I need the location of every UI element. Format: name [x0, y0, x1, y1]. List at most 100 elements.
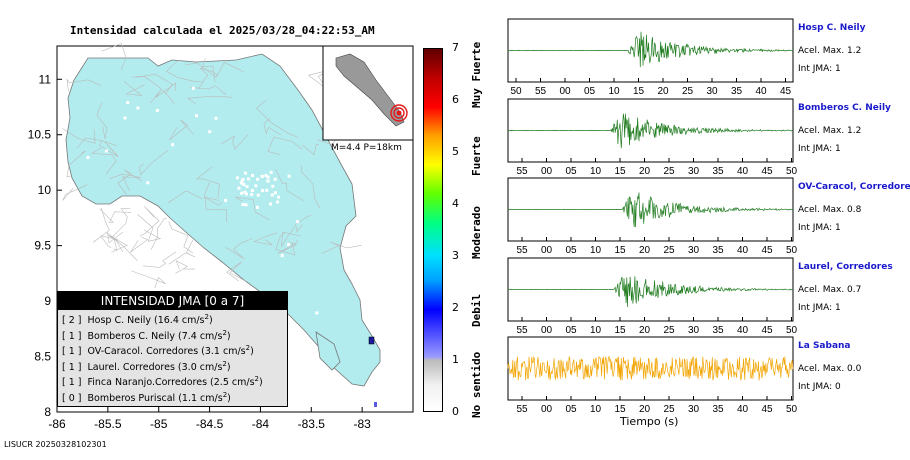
map-x-axis: -86 -85.5 -85 -84.5 -84 -83.5 -83	[48, 407, 371, 431]
waveform-tick-label: 20	[639, 404, 651, 415]
waveform-tick-label: 30	[706, 86, 718, 97]
colorbar-tick-label: 0	[452, 405, 459, 418]
legend-item-unit-exponent: 2	[254, 375, 259, 383]
road-line	[99, 208, 132, 223]
waveform-tick-label: 25	[663, 404, 675, 415]
colorbar-tick-label: 3	[452, 249, 459, 262]
road-line	[123, 81, 145, 97]
colorbar-tick-label: 1	[452, 353, 459, 366]
town-marker	[260, 174, 264, 178]
town-marker	[250, 193, 254, 196]
town-marker	[245, 185, 249, 189]
waveform-tick-label: 50	[786, 325, 798, 336]
road-line	[150, 82, 177, 104]
road-line	[100, 235, 118, 251]
colorbar-category-label: Moderado	[470, 205, 483, 259]
waveform-tick-label: 00	[541, 325, 553, 336]
waveform-tick-label: 00	[559, 86, 571, 97]
station-name: Bomberos C. Neily	[798, 103, 891, 113]
road-line	[275, 169, 304, 201]
town-marker	[269, 202, 272, 206]
road-line	[220, 134, 249, 150]
town-marker	[208, 130, 212, 134]
town-marker	[256, 177, 260, 181]
colorbar-tick-label: 4	[452, 197, 459, 210]
waveform-tick-label: 00	[541, 166, 553, 177]
waveform-tick-label: 55	[516, 325, 528, 336]
town-marker	[271, 184, 275, 188]
waveform-tick-label: 10	[590, 245, 602, 256]
legend-item: [ 1 ] Bomberos C. Neily (7.4 cm/s2)	[58, 326, 287, 342]
road-line	[263, 117, 282, 136]
map-y-tick-label: 8.5	[34, 350, 51, 364]
town-marker	[191, 86, 195, 90]
road-line	[321, 241, 362, 254]
town-marker	[242, 183, 246, 186]
waveform-tick-label: 50	[786, 245, 798, 256]
legend-item: [ 2 ] Hosp C. Neily (16.4 cm/s2)	[58, 310, 287, 326]
waveform-tick-label: 35	[712, 166, 724, 177]
road-line	[93, 207, 110, 243]
road-line	[109, 173, 142, 192]
waveform-tick-label: 25	[663, 166, 675, 177]
town-marker	[126, 101, 130, 105]
time-axis-label: Tiempo (s)	[620, 415, 679, 428]
colorbar-tick-label: 6	[452, 93, 459, 106]
road-line	[117, 169, 143, 195]
waveform-tick-label: 50	[786, 166, 798, 177]
town-marker	[244, 203, 248, 207]
colorbar-tick-label: 7	[452, 41, 459, 54]
town-marker	[277, 195, 281, 199]
waveform-tick-label: 20	[639, 325, 651, 336]
town-marker	[168, 285, 172, 289]
map-y-tick-label: 10	[38, 183, 52, 197]
waveform-tick-label: 05	[565, 245, 577, 256]
waveform-tick-label: 10	[590, 166, 602, 177]
colorbar-category-label: Fuerte	[470, 136, 483, 176]
legend-item-close: )	[250, 346, 254, 358]
road-line	[190, 85, 226, 95]
legend-item-text: Bomberos Puriscal (1.1 cm/s	[87, 392, 223, 404]
town-marker	[114, 284, 118, 288]
waveform-tick-label: 40	[737, 325, 749, 336]
waveform-tick-label: 15	[614, 245, 626, 256]
legend-item-close: )	[226, 361, 231, 373]
waveform-tick-label: 45	[761, 404, 773, 415]
legend-item: [ 0 ] Bomberos Puriscal (1.1 cm/s2)	[58, 388, 287, 404]
road-line	[167, 190, 203, 204]
legend-item-level: [ 0 ]	[62, 392, 82, 404]
waveform-tick-label: 05	[565, 166, 577, 177]
town-marker	[136, 106, 140, 110]
town-marker	[195, 114, 198, 118]
town-marker	[255, 205, 259, 209]
road-line	[195, 166, 220, 199]
waveform-tick-label: 35	[712, 325, 724, 336]
waveform-tick-label: 55	[516, 245, 528, 256]
road-line	[139, 150, 169, 176]
waveform-tick-label: 30	[688, 166, 700, 177]
station-jma-intensity: Int JMA: 1	[798, 303, 841, 313]
waveform-tick-label: 40	[737, 166, 749, 177]
waveform-trace	[507, 113, 794, 149]
town-marker	[296, 220, 299, 224]
town-markers	[86, 86, 328, 318]
town-marker	[276, 200, 280, 204]
waveform-tick-label: 30	[688, 325, 700, 336]
road-line	[142, 251, 177, 268]
station-name: La Sabana	[798, 341, 851, 351]
waveform-tick-label: 45	[780, 86, 792, 97]
road-line	[252, 232, 278, 246]
legend-item: [ 1 ] Laurel. Corredores (3.0 cm/s2)	[58, 357, 287, 373]
waveform-tick-label: 15	[614, 404, 626, 415]
legend-item-text: Hosp C. Neily (16.4 cm/s	[87, 315, 205, 327]
town-marker	[104, 149, 108, 153]
station-accel-max: Acel. Max. 0.8	[798, 205, 862, 215]
town-marker	[187, 270, 191, 274]
waveform-tick-label: 15	[614, 166, 626, 177]
waveform-tick-label: 40	[737, 404, 749, 415]
map-x-tick-label: -84.5	[196, 417, 224, 431]
map-y-tick-label: 8	[44, 405, 51, 419]
station-jma-intensity: Int JMA: 1	[798, 64, 841, 74]
legend-item: [ 1 ] OV-Caracol. Corredores (3.1 cm/s2)	[58, 341, 287, 357]
